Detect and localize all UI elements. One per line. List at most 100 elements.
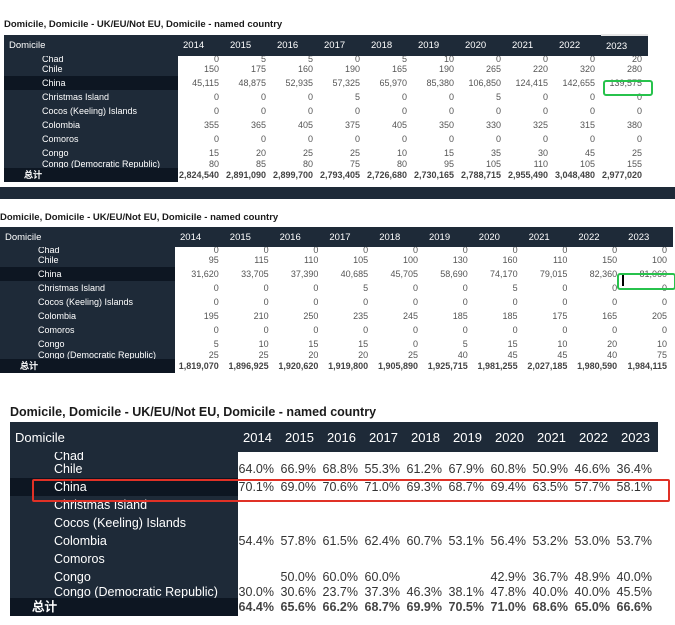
year-header[interactable]: 2021	[507, 35, 554, 56]
cell: 70.1%	[238, 480, 274, 494]
total-cell: 2,726,680	[366, 170, 407, 180]
row-label[interactable]: Chad	[10, 452, 238, 460]
cell: 124,415	[515, 78, 548, 88]
cell: 57.7%	[574, 480, 610, 494]
row-label[interactable]: Christmas Island	[4, 90, 178, 104]
cell: 30.6%	[280, 586, 316, 598]
cell: 55.3%	[364, 462, 400, 476]
total-cell: 68.6%	[532, 600, 568, 614]
cell: 20	[358, 351, 369, 359]
cell: 235	[353, 311, 369, 321]
cell: 0	[412, 283, 418, 293]
cell: 210	[253, 311, 269, 321]
row-label[interactable]: Congo	[0, 337, 175, 351]
row-label-selected[interactable]: China	[10, 478, 238, 496]
year-header[interactable]: 2016	[272, 35, 319, 56]
cell: 0	[661, 247, 667, 253]
cell: 20	[308, 351, 319, 359]
cell: 115	[254, 255, 269, 265]
year-header[interactable]: 2017	[364, 422, 406, 452]
year-header[interactable]: 2014	[178, 35, 225, 56]
year-header[interactable]: 2020	[490, 422, 532, 452]
cell: 0	[612, 283, 618, 293]
row-label[interactable]: Colombia	[4, 118, 178, 132]
row-label[interactable]: Christmas Island	[0, 281, 175, 295]
year-header[interactable]: 2019	[413, 35, 460, 56]
year-header[interactable]: 2019	[448, 422, 490, 452]
row-label[interactable]: Comoros	[10, 550, 238, 568]
year-header[interactable]: 2017	[324, 227, 375, 247]
year-header[interactable]: 2023	[616, 422, 658, 452]
year-header[interactable]: 2022	[573, 227, 624, 247]
row-label[interactable]: Colombia	[10, 532, 238, 550]
year-header[interactable]: 2021	[532, 422, 574, 452]
row-label[interactable]: Congo (Democratic Republic)	[0, 351, 175, 359]
cell: 5	[213, 339, 219, 349]
cell: 25	[208, 351, 219, 359]
column-header-domicile[interactable]: Domicile	[4, 35, 178, 56]
cell: 105	[353, 255, 369, 265]
cell: 10	[396, 148, 407, 158]
cell: 265	[485, 64, 501, 74]
cell	[574, 550, 616, 568]
row-label[interactable]: Congo (Democratic Republic)	[4, 160, 178, 168]
year-header[interactable]: 2015	[280, 422, 322, 452]
row-label[interactable]: Chad	[4, 56, 178, 62]
row-label[interactable]: Chile	[0, 253, 175, 267]
year-header[interactable]: 2022	[554, 35, 601, 56]
year-header[interactable]: 2018	[366, 35, 413, 56]
pivot-table: Domicile 2014 2015 2016 2017 2018 2019 2…	[4, 34, 648, 182]
row-label[interactable]: Cocos (Keeling) Islands	[0, 295, 175, 309]
row-label[interactable]: Congo	[10, 568, 238, 586]
year-header[interactable]: 2018	[406, 422, 448, 452]
column-header-domicile[interactable]: Domicile	[0, 227, 175, 247]
year-header[interactable]: 2014	[238, 422, 280, 452]
year-header[interactable]: 2020	[460, 35, 507, 56]
year-header[interactable]: 2015	[224, 227, 275, 247]
row-label[interactable]: Congo	[4, 146, 178, 160]
cell: 0	[512, 297, 518, 307]
year-header[interactable]: 2016	[322, 422, 364, 452]
row-label[interactable]: Comoros	[0, 323, 175, 337]
cell: 0	[448, 92, 454, 102]
row-label[interactable]: Comoros	[4, 132, 178, 146]
total-cell: 1,905,890	[377, 361, 418, 371]
year-header[interactable]: 2021	[523, 227, 574, 247]
cell: 25	[258, 351, 269, 359]
cell: 58.1%	[616, 480, 652, 494]
year-header[interactable]: 2017	[319, 35, 366, 56]
cell: 95	[208, 255, 219, 265]
row-label[interactable]: Congo (Democratic Republic)	[10, 586, 238, 598]
row-label[interactable]: Cocos (Keeling) Islands	[10, 514, 238, 532]
cell: 250	[303, 311, 319, 321]
cell-highlighted[interactable]: 139,575	[609, 78, 642, 88]
row-label-selected[interactable]: China	[4, 76, 178, 90]
cell: 10	[258, 339, 269, 349]
year-header[interactable]: 2019	[423, 227, 474, 247]
year-header[interactable]: 2015	[225, 35, 272, 56]
year-header[interactable]: 2016	[274, 227, 325, 247]
year-header[interactable]: 2020	[473, 227, 524, 247]
year-header[interactable]: 2023	[623, 227, 673, 247]
cell	[490, 550, 532, 568]
year-header[interactable]: 2014	[175, 227, 225, 247]
cell: 5	[401, 56, 407, 62]
row-label[interactable]: Cocos (Keeling) Islands	[4, 104, 178, 118]
row-label[interactable]: Chile	[10, 460, 238, 478]
panel-title: Domicile, Domicile - UK/EU/Not EU, Domic…	[0, 212, 279, 223]
year-header[interactable]: 2022	[574, 422, 616, 452]
cell: 0	[589, 56, 595, 62]
column-header-domicile[interactable]: Domicile	[10, 422, 238, 452]
year-header[interactable]: 2018	[374, 227, 424, 247]
row-label[interactable]: Chile	[4, 62, 178, 76]
row-label[interactable]: Colombia	[0, 309, 175, 323]
cell: 0	[636, 134, 642, 144]
row-label-selected[interactable]: China	[0, 267, 175, 281]
cell: 50.0%	[280, 570, 316, 584]
row-label[interactable]: Chad	[0, 247, 175, 253]
cell: 0	[636, 106, 642, 116]
cell: 375	[344, 120, 360, 130]
cell: 53.2%	[532, 534, 568, 548]
cell: 205	[651, 311, 667, 321]
year-header[interactable]: 2023	[601, 34, 648, 56]
